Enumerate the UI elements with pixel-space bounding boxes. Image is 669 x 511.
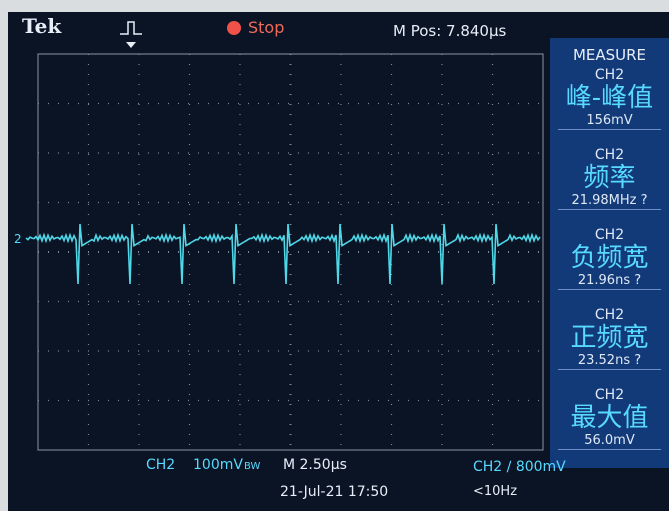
separator (558, 129, 661, 130)
measure-name: 负频宽 (550, 243, 669, 273)
separator (558, 209, 661, 210)
footer-trigger: CH2 ∕ 800mV (473, 459, 566, 475)
separator (558, 289, 661, 290)
measure-channel: CH2 (550, 308, 669, 323)
measure-channel: CH2 (550, 388, 669, 403)
measure-name: 正频宽 (550, 323, 669, 353)
measure-name: 频率 (550, 163, 669, 193)
measure-title: MEASURE (550, 46, 669, 64)
measure-channel: CH2 (550, 148, 669, 163)
measure-channel: CH2 (550, 228, 669, 243)
measure-value: 56.0mV (550, 433, 669, 448)
graticule (8, 12, 553, 482)
measure-name: 最大值 (550, 403, 669, 433)
footer-channel: CH2 (146, 457, 175, 473)
measure-value: 23.52ns ? (550, 353, 669, 368)
measure-name: 峰-峰值 (550, 83, 669, 113)
separator (558, 369, 661, 370)
measure-channel: CH2 (550, 68, 669, 83)
footer-frequency: <10Hz (473, 484, 517, 499)
waveform (26, 224, 540, 284)
graticule-border (38, 54, 543, 450)
measure-value: 21.96ns ? (550, 273, 669, 288)
footer-bandwidth: BW (244, 461, 260, 472)
measure-value: 21.98MHz ? (550, 193, 669, 208)
measure-value: 156mV (550, 113, 669, 128)
separator (558, 449, 661, 450)
page: {"header": {"brand": "Tek", "status": "S… (0, 0, 669, 511)
footer-datetime: 21-Jul-21 17:50 (280, 484, 388, 500)
footer-timebase: M 2.50µs (283, 457, 347, 473)
channel-marker: 2 (14, 232, 22, 246)
footer-scale: 100mV (193, 457, 243, 473)
